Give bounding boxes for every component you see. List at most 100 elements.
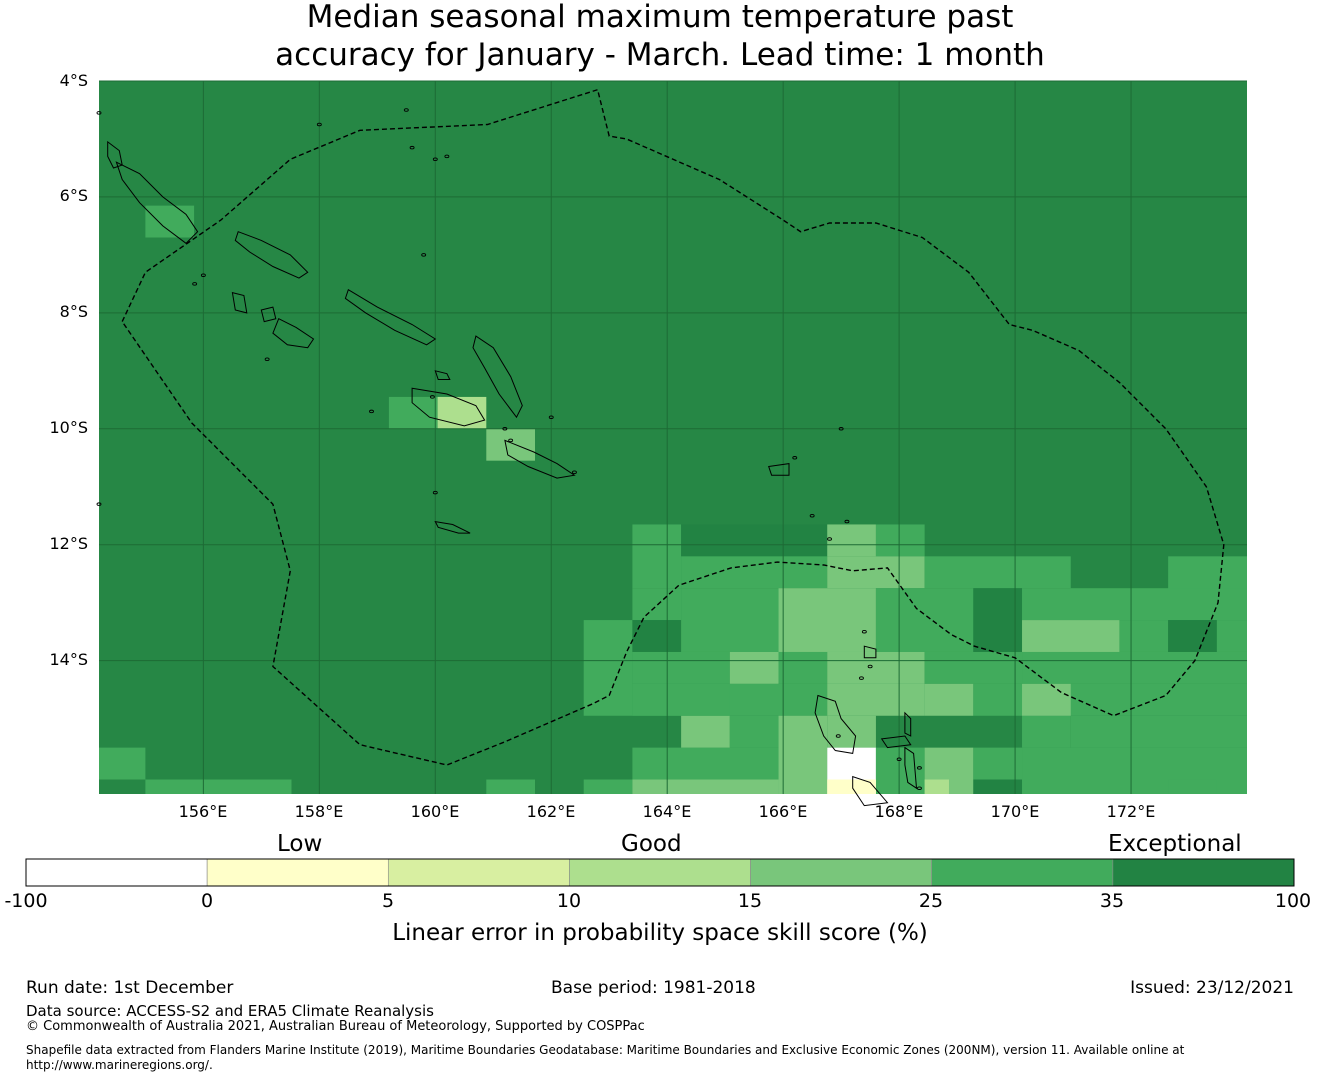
skill-cell-45	[827, 747, 876, 780]
skill-cell-37	[583, 779, 633, 794]
island-buka	[107, 140, 123, 169]
skill-cell-5	[681, 524, 828, 557]
colorbar-outline	[25, 858, 1295, 887]
island-vanua-lava	[863, 645, 877, 659]
colorbar-swatch-2	[387, 858, 570, 887]
base-period: Base period: 1981-2018	[551, 978, 756, 998]
skill-cell-17	[875, 588, 974, 652]
graticule	[99, 80, 1247, 794]
islet-18	[844, 519, 850, 524]
skill-cell-36	[486, 779, 536, 794]
skill-cell-35	[145, 779, 292, 794]
issued-date: Issued: 23/12/2021	[1130, 978, 1294, 998]
skill-cell-57	[924, 779, 949, 794]
skill-cell-4	[632, 524, 682, 589]
skill-cell-38	[632, 779, 779, 794]
island-santa-isabel	[344, 288, 437, 346]
colorbar-swatch-5	[931, 858, 1114, 887]
skill-cell-39	[632, 747, 779, 780]
island-rennell	[434, 520, 471, 534]
skill-cell-7	[875, 524, 925, 557]
data-source: Data source: ACCESS-S2 and ERA5 Climate …	[26, 1002, 434, 1020]
title-line-2: accuracy for January - March. Lead time:…	[275, 37, 1045, 73]
skill-score-grid	[99, 205, 1247, 794]
legend-category-good: Good	[621, 831, 682, 857]
title-line-1: Median seasonal maximum temperature past	[306, 0, 1014, 35]
island-florida-is	[434, 370, 451, 380]
skill-cell-55	[1168, 779, 1217, 794]
skill-cell-2	[437, 396, 487, 429]
lat-label-4s: 4°S	[59, 71, 88, 90]
islet-1	[403, 108, 409, 112]
islet-4	[432, 157, 438, 162]
colorbar-swatch-0	[25, 858, 208, 887]
islet-15	[838, 427, 844, 431]
island-ambae	[880, 735, 912, 749]
lon-label-160e: 160°E	[410, 802, 460, 821]
islet-3	[444, 154, 450, 159]
islet-10	[502, 427, 508, 431]
skill-cell-13	[632, 588, 682, 621]
island-maewo	[904, 711, 912, 737]
skill-cell-16	[778, 588, 876, 652]
lon-label-156e: 156°E	[178, 802, 228, 821]
lon-label-170e: 170°E	[990, 802, 1040, 821]
skill-cell-9	[827, 556, 925, 589]
colorbar-tick-25: 25	[918, 890, 944, 912]
skill-cell-54	[1070, 715, 1247, 748]
skill-cell-50	[973, 779, 1023, 794]
legend-category-low: Low	[277, 831, 323, 857]
islet-17	[827, 537, 832, 541]
shapefile-credit: Shapefile data extracted from Flanders M…	[26, 1043, 1185, 1072]
lon-label-168e: 168°E	[874, 802, 924, 821]
skill-cell-19	[1022, 588, 1247, 621]
colorbar	[25, 858, 1295, 887]
skill-cell-18	[973, 588, 1023, 652]
coastlines	[96, 108, 922, 807]
skill-cell-42	[632, 683, 730, 716]
skill-cell-14	[632, 620, 682, 652]
run-date: Run date: 1st December	[26, 978, 234, 998]
island-vella-lavella	[231, 291, 248, 314]
lon-label-162e: 162°E	[526, 802, 576, 821]
islet-23	[896, 757, 902, 761]
islet-12	[548, 415, 554, 419]
eez-boundary-line	[121, 88, 1225, 766]
lat-label-12s: 12°S	[49, 534, 88, 553]
skill-cell-29	[1022, 651, 1247, 684]
islet-21	[867, 664, 873, 669]
island-makira	[504, 439, 576, 479]
islet-28	[571, 470, 577, 475]
island-malekula	[852, 775, 889, 807]
skill-cell-12	[583, 620, 633, 716]
islet-0	[96, 111, 102, 115]
islet-16	[809, 514, 815, 518]
islet-25	[916, 786, 922, 790]
colorbar-swatch-1	[206, 858, 389, 887]
skill-cell-43	[778, 715, 828, 794]
skill-cell-28	[924, 651, 1023, 684]
lat-label-14s: 14°S	[49, 650, 88, 669]
colorbar-tick-35: 35	[1099, 890, 1125, 912]
island-new-georgia	[272, 318, 315, 349]
skill-cell-53	[1022, 683, 1071, 716]
skill-cell-33	[973, 683, 1247, 716]
skill-cell-0	[145, 205, 195, 238]
skill-cell-31	[827, 683, 925, 716]
colorbar-tick-100: 100	[1274, 890, 1312, 912]
skill-cell-49	[973, 747, 1023, 780]
skill-cell-15	[681, 588, 779, 652]
islet-6	[192, 282, 198, 286]
skill-cell-10	[924, 556, 1071, 589]
skill-cell-52	[1022, 715, 1071, 748]
island-bougainville	[115, 161, 199, 244]
islet-26	[835, 734, 841, 738]
skill-cell-56	[827, 779, 876, 794]
island-ndende	[768, 463, 790, 476]
lat-label-6s: 6°S	[59, 186, 88, 205]
island-malaita	[472, 335, 523, 419]
skill-cell-25	[729, 651, 779, 684]
lat-label-10s: 10°S	[49, 418, 88, 437]
island-espiritu-santo	[814, 694, 857, 754]
